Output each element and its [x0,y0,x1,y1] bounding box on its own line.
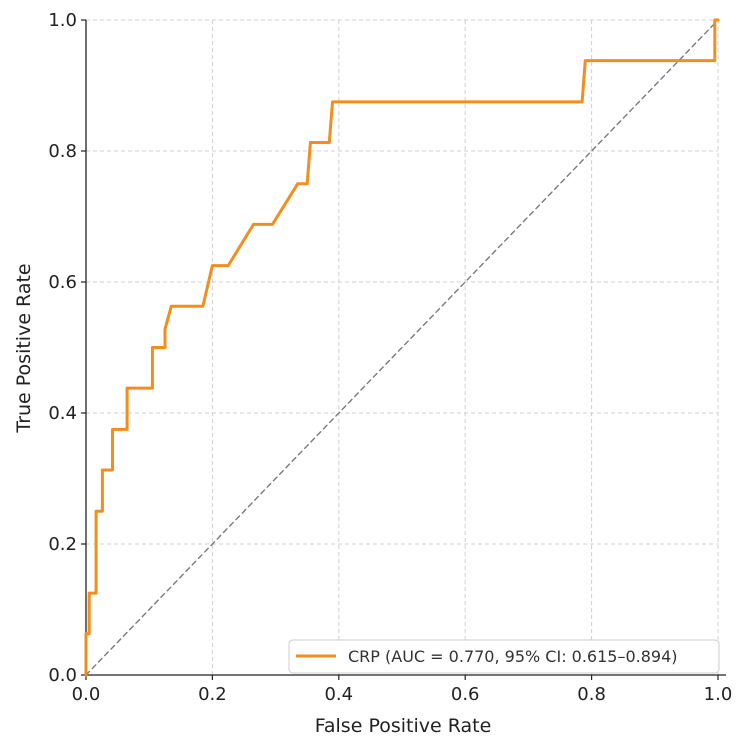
roc-curve-crp [84,18,720,677]
y-tick-label: 0.8 [48,141,77,162]
x-tick-label: 0.8 [577,684,606,705]
x-tick-label: 0.0 [72,684,101,705]
y-tick-label: 0.6 [48,272,77,293]
legend-box [288,639,720,674]
x-tick-label: 0.6 [451,684,480,705]
axes [85,20,726,676]
chance-diagonal-line [85,19,719,676]
x-tick-label: 0.2 [198,684,227,705]
x-tick-label: 0.4 [324,684,353,705]
ticks: 0.0 0.2 0.4 0.6 0.8 1.0 0.0 0.2 0.4 0.6 0.8 1.0 [48,10,732,705]
y-tick-label: 1.0 [48,10,77,31]
y-tick-label: 0.2 [48,534,77,555]
y-tick-label: 0.4 [48,403,77,424]
series-group [84,18,720,677]
y-tick-label: 0.0 [48,665,77,686]
x-tick-label: 1.0 [704,684,733,705]
legend: CRP (AUC = 0.770, 95% CI: 0.615–0.894) [288,639,720,674]
x-axis-label: False Positive Rate [315,715,492,737]
y-axis-label: True Positive Rate [13,263,35,433]
legend-label-crp: CRP (AUC = 0.770, 95% CI: 0.615–0.894) [348,647,678,666]
